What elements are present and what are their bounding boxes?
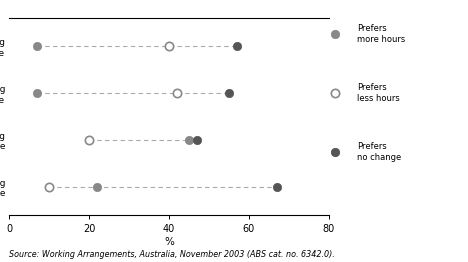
Text: Source: Working Arrangements, Australia, November 2003 (ABS cat. no. 6342.0).: Source: Working Arrangements, Australia,… bbox=[9, 250, 335, 259]
Text: Prefers
more hours: Prefers more hours bbox=[358, 24, 406, 44]
Text: Prefers
less hours: Prefers less hours bbox=[358, 83, 400, 103]
Text: Prefers
no change: Prefers no change bbox=[358, 142, 402, 162]
X-axis label: %: % bbox=[164, 237, 174, 247]
